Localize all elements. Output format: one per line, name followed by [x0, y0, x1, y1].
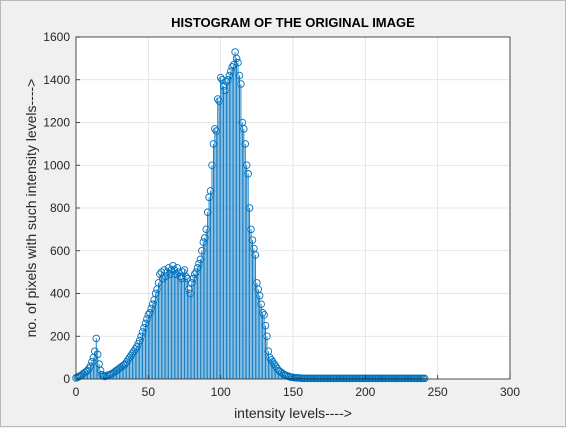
- stem-marker: [242, 161, 251, 169]
- stem-marker: [241, 140, 250, 148]
- x-tick-label: 0: [73, 385, 80, 399]
- stem-marker: [420, 374, 429, 383]
- x-axis-label: intensity levels---->: [234, 405, 352, 421]
- stem-marker: [240, 125, 248, 133]
- y-tick-label: 0: [63, 372, 70, 386]
- stem-marker: [260, 311, 268, 319]
- y-tick-label: 200: [50, 329, 70, 343]
- y-tick-label: 800: [50, 201, 70, 215]
- x-tick-label: 300: [500, 385, 520, 399]
- stem-marker: [247, 225, 255, 234]
- stem-marker: [234, 58, 242, 67]
- stem-marker: [173, 264, 182, 272]
- stem-marker: [244, 170, 252, 178]
- stem-marker: [258, 308, 267, 317]
- x-tick-label: 100: [211, 385, 231, 399]
- stem-marker: [245, 204, 254, 212]
- stem-marker: [232, 54, 241, 63]
- stem-series: [72, 48, 429, 383]
- stem-marker: [263, 332, 271, 341]
- x-tick-label: 150: [283, 385, 303, 399]
- stem-marker: [255, 291, 264, 300]
- y-axis-label: no. of pixels with such intensity levels…: [23, 79, 39, 338]
- chart-title: HISTOGRAM OF THE ORIGINAL IMAGE: [171, 15, 415, 30]
- y-tick-label: 600: [50, 244, 70, 258]
- stem-marker: [169, 261, 177, 270]
- axis-ticks: 0 50 100 150 200 250 300 0 200 400 600 800 1000 1200 1…: [43, 30, 520, 399]
- y-tick-label: 1600: [43, 30, 70, 44]
- stem-marker: [92, 334, 101, 343]
- stem-marker: [216, 73, 225, 82]
- stem-marker: [261, 321, 270, 330]
- x-tick-label: 50: [142, 385, 156, 399]
- stem-marker: [248, 236, 257, 244]
- stem-marker: [235, 71, 244, 80]
- x-tick-label: 250: [428, 385, 448, 399]
- stem-marker: [251, 251, 260, 259]
- y-tick-label: 1000: [43, 158, 70, 172]
- y-tick-label: 1400: [43, 73, 70, 87]
- stem-marker: [183, 274, 192, 283]
- stem-marker: [237, 80, 245, 88]
- y-tick-label: 400: [50, 287, 70, 301]
- x-tick-label: 200: [355, 385, 375, 399]
- stem-marker: [182, 272, 190, 281]
- stem-marker: [257, 300, 265, 308]
- y-tick-label: 1200: [43, 116, 70, 130]
- stem-marker: [93, 350, 102, 359]
